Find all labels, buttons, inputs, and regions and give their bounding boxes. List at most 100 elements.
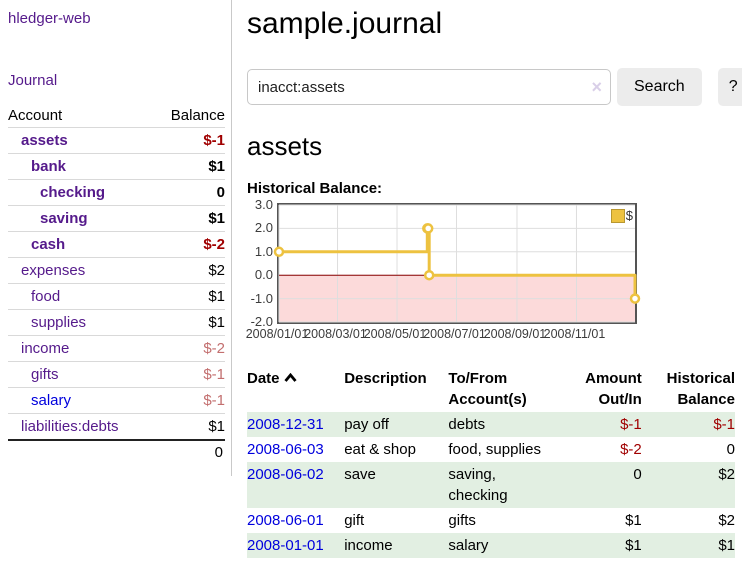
accounts-total-row: 0 xyxy=(8,440,225,464)
sidebar-nav: Journal xyxy=(8,72,225,90)
app-title-link[interactable]: hledger-web xyxy=(8,10,91,27)
account-balance: $1 xyxy=(154,206,225,232)
transaction-description: gift xyxy=(344,508,448,533)
search-input[interactable] xyxy=(247,69,611,105)
clear-search-icon[interactable]: × xyxy=(591,78,602,96)
account-link-cash[interactable]: cash xyxy=(31,236,65,253)
account-row: saving $1 xyxy=(8,206,225,232)
transaction-date-link[interactable]: 2008-06-01 xyxy=(247,512,324,529)
account-row: income $-2 xyxy=(8,336,225,362)
account-row: cash $-2 xyxy=(8,232,225,258)
transaction-row: 2008-06-01 giftgifts$1$2 xyxy=(247,508,735,533)
account-link-liabilities-debts[interactable]: liabilities:debts xyxy=(21,418,119,435)
accounts-total-spacer xyxy=(8,440,154,464)
search-form: × Search ? xyxy=(247,68,735,106)
transaction-date-link[interactable]: 2008-12-31 xyxy=(247,416,324,433)
transaction-amount: 0 xyxy=(574,462,642,508)
transaction-balance: $1 xyxy=(642,533,735,558)
register-header-amount: AmountOut/In xyxy=(574,366,642,412)
account-balance: $-2 xyxy=(154,232,225,258)
x-tick-label: 2008/11/01 xyxy=(544,327,606,341)
account-link-saving[interactable]: saving xyxy=(40,210,88,227)
account-link-gifts[interactable]: gifts xyxy=(31,366,59,383)
accounts-table: Account Balance assets $-1 bank $1 checking 0… xyxy=(8,104,225,464)
transaction-row: 2008-06-02 savesaving,checking0$2 xyxy=(247,462,735,508)
chart-legend: $ xyxy=(611,208,633,223)
sidebar-item-journal[interactable]: Journal xyxy=(8,72,57,89)
chart-canvas xyxy=(279,205,635,322)
account-balance: $-2 xyxy=(154,336,225,362)
data-point-marker xyxy=(424,224,432,232)
account-row: food$1 xyxy=(8,284,225,310)
account-link-assets[interactable]: assets xyxy=(21,132,68,149)
transaction-date-link[interactable]: 2008-06-02 xyxy=(247,466,324,483)
account-link-supplies[interactable]: supplies xyxy=(31,314,86,331)
transaction-amount: $-1 xyxy=(574,412,642,437)
transaction-accounts: saving,checking xyxy=(448,462,573,508)
data-point-marker xyxy=(275,248,283,256)
sidebar: hledger-web Journal Account Balance asse… xyxy=(0,0,232,476)
transaction-amount: $1 xyxy=(574,533,642,558)
account-balance: $1 xyxy=(154,310,225,336)
account-row: expenses $2 xyxy=(8,258,225,284)
chart-title: Historical Balance: xyxy=(247,180,735,197)
help-button[interactable]: ? xyxy=(718,68,742,106)
search-box: × xyxy=(247,69,611,105)
transaction-balance: $2 xyxy=(642,462,735,508)
transaction-balance: $2 xyxy=(642,508,735,533)
account-balance: 0 xyxy=(154,180,225,206)
page-title: sample.journal xyxy=(247,4,735,44)
transaction-description: pay off xyxy=(344,412,448,437)
y-tick-label: 1.0 xyxy=(247,245,273,259)
x-tick-label: 2008/07/01 xyxy=(423,327,486,341)
accounts-total-value: 0 xyxy=(154,440,225,464)
account-balance: $1 xyxy=(154,414,225,441)
chart-x-axis: 2008/01/012008/03/012008/05/012008/07/01… xyxy=(277,327,633,343)
account-link-salary[interactable]: salary xyxy=(31,392,71,409)
y-tick-label: 0.0 xyxy=(247,268,273,282)
chart-plot-area[interactable]: $ xyxy=(277,203,637,324)
transaction-accounts: gifts xyxy=(448,508,573,533)
accounts-header-balance: Balance xyxy=(154,104,225,128)
account-link-checking[interactable]: checking xyxy=(40,184,105,201)
transaction-accounts: salary xyxy=(448,533,573,558)
chart-y-axis: 3.02.01.00.0-1.0-2.0 xyxy=(247,203,273,324)
register-header-date[interactable]: Date xyxy=(247,366,344,412)
transaction-description: save xyxy=(344,462,448,508)
hledger-web-app: hledger-web Journal Account Balance asse… xyxy=(0,0,742,558)
accounts-header-account: Account xyxy=(8,104,154,128)
account-balance: $2 xyxy=(154,258,225,284)
register-header-accounts: To/FromAccount(s) xyxy=(448,366,573,412)
transaction-description: eat & shop xyxy=(344,437,448,462)
balance-chart: 3.02.01.00.0-1.0-2.0 $ 2008/01/012008/03… xyxy=(247,203,735,344)
data-point-marker xyxy=(425,271,433,279)
search-button[interactable]: Search xyxy=(617,68,702,106)
account-link-bank[interactable]: bank xyxy=(31,158,66,175)
x-tick-label: 2008/03/01 xyxy=(304,327,367,341)
account-row: checking 0 xyxy=(8,180,225,206)
accounts-header-row: Account Balance xyxy=(8,104,225,128)
main-content: sample.journal × Search ? assets Histori… xyxy=(232,0,742,558)
transaction-date-link[interactable]: 2008-06-03 xyxy=(247,441,324,458)
transaction-accounts: food, supplies xyxy=(448,437,573,462)
account-row: supplies $1 xyxy=(8,310,225,336)
account-link-food[interactable]: food xyxy=(31,288,60,305)
transaction-row: 2008-01-01incomesalary$1$1 xyxy=(247,533,735,558)
x-tick-label: 2008/05/01 xyxy=(364,327,427,341)
transaction-row: 2008-12-31pay offdebts$-1$-1 xyxy=(247,412,735,437)
transaction-amount: $-2 xyxy=(574,437,642,462)
account-balance: $-1 xyxy=(154,362,225,388)
transaction-date-link[interactable]: 2008-01-01 xyxy=(247,537,324,554)
transaction-balance: $-1 xyxy=(642,412,735,437)
y-tick-label: -1.0 xyxy=(247,292,273,306)
account-link-expenses[interactable]: expenses xyxy=(21,262,85,279)
sort-ascending-icon xyxy=(284,373,297,383)
account-balance: $-1 xyxy=(154,128,225,154)
legend-swatch-icon xyxy=(611,209,625,223)
transaction-amount: $1 xyxy=(574,508,642,533)
account-row: assets $-1 xyxy=(8,128,225,154)
account-link-income[interactable]: income xyxy=(21,340,69,357)
register-table: DateDescriptionTo/FromAccount(s)AmountOu… xyxy=(247,366,735,558)
account-balance: $1 xyxy=(154,154,225,180)
transaction-accounts: debts xyxy=(448,412,573,437)
